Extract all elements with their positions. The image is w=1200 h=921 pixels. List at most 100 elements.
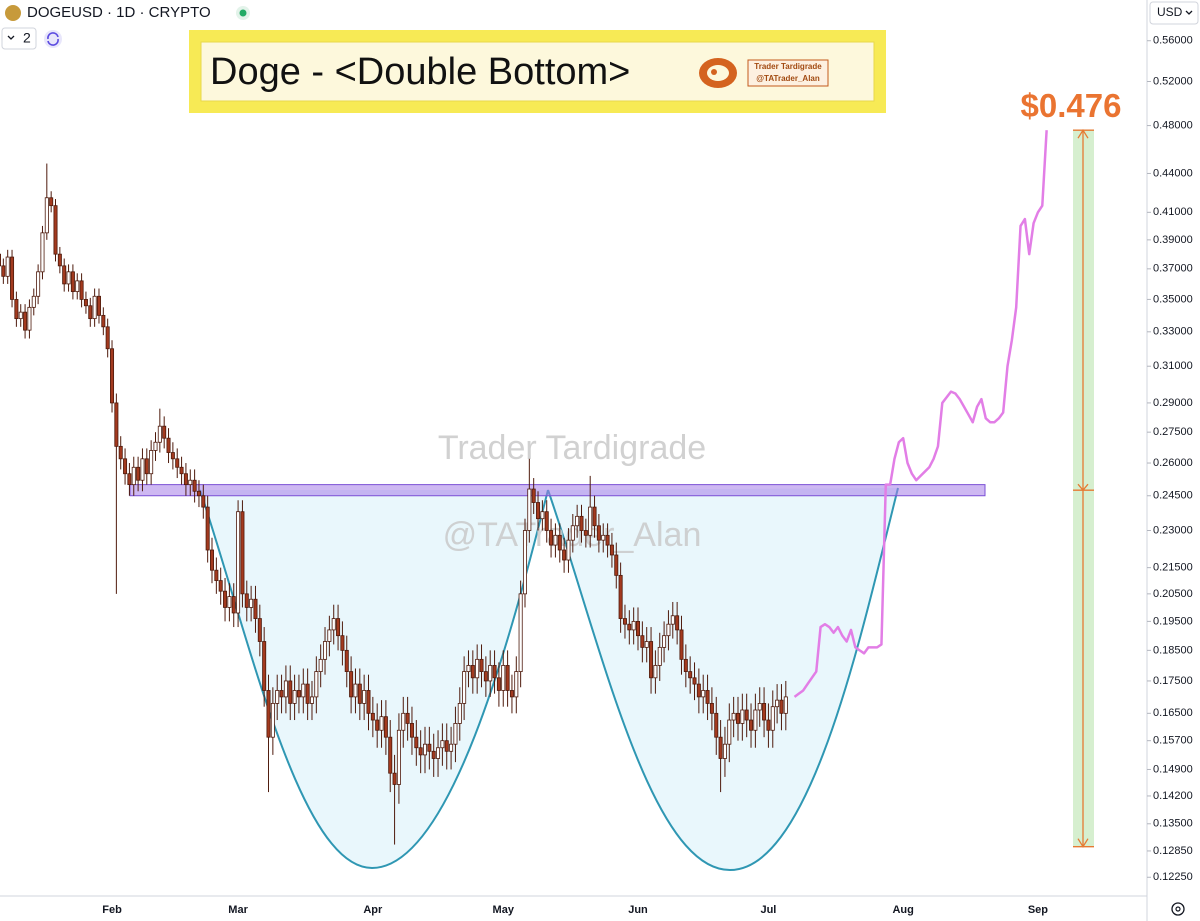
candle-body [688,671,693,679]
candle-body [444,740,449,752]
candle-body [388,736,393,774]
candle-body [501,665,506,691]
candle-body [227,596,232,608]
candle-body [292,690,297,704]
y-tick-label: 0.13500 [1153,818,1193,830]
candle-body [544,511,549,531]
candle-body [92,295,97,320]
candle-body [696,683,701,698]
candle-body [283,680,288,698]
candle-body [566,539,571,561]
candle-body [179,466,184,475]
candle-body [253,598,258,619]
candle-body [579,515,584,531]
candle-body [31,295,36,308]
candle-body [466,665,471,672]
candle-body [379,716,384,731]
y-tick-label: 0.12850 [1153,845,1193,857]
candle-body [649,641,654,679]
cup-curve [199,489,549,870]
x-tick-label: Jun [628,904,648,916]
logo-handle: @TATrader_Alan [756,74,820,83]
candle-body [423,743,428,756]
candle-body [670,615,675,625]
layout-button[interactable] [1,27,37,50]
candle-body [762,703,767,721]
candle-body [640,635,645,648]
y-tick-label: 0.20500 [1153,588,1193,600]
candle-body [214,569,219,581]
y-tick-label: 0.23000 [1153,524,1193,536]
candle-body [75,280,80,293]
candle-body [218,580,223,592]
candle-body [540,511,545,520]
y-tick-label: 0.16500 [1153,707,1193,719]
candle-body [96,295,101,316]
candle-body [353,683,358,698]
candle-body [166,437,171,453]
candle-body [653,665,658,679]
candle-body [475,658,480,679]
candle-body [440,740,445,749]
candle-body [79,280,84,300]
candle-body [583,530,588,536]
y-tick-label: 0.52000 [1153,75,1193,87]
candle-body [83,299,88,307]
candle-body [131,466,136,486]
candle-body [340,635,345,651]
y-tick-label: 0.41000 [1153,206,1193,218]
candle-body [701,690,706,698]
candle-body [149,450,154,475]
candle-body [675,615,680,631]
candle-body [436,747,441,759]
y-tick-label: 0.56000 [1153,35,1193,47]
candle-body [414,736,419,749]
y-tick-label: 0.29000 [1153,397,1193,409]
candle-body [344,649,349,672]
target-arrow [1077,128,1089,139]
logo-mark [707,65,729,81]
candle-body [775,699,780,708]
y-tick-label: 0.39000 [1153,234,1193,246]
candle-body [770,706,775,731]
candle-body [249,598,254,608]
candle-body [88,305,93,320]
x-tick-label: Aug [892,904,913,916]
candle-body [210,549,215,571]
y-tick-label: 0.48000 [1153,119,1193,131]
candle-body [449,743,454,752]
candle-body [401,712,406,731]
candle-body [718,736,723,759]
candle-body [183,473,188,486]
candle-body [779,699,784,714]
y-tick-label: 0.15700 [1153,735,1193,747]
candle-body [118,445,123,460]
candle-body [257,618,262,642]
candle-body [327,629,332,642]
candle-body [627,623,632,631]
y-tick-label: 0.37000 [1153,263,1193,275]
currency-button[interactable] [1149,1,1199,25]
candle-body [505,665,510,691]
candle-body [509,690,514,698]
logo-mark [711,69,717,75]
candle-body [270,703,275,738]
candle-body [666,623,671,637]
candle-body [522,530,527,595]
candle-body [753,709,758,731]
candle-body [66,271,71,285]
symbol-label[interactable]: DOGEUSD · 1D · CRYPTO [27,4,211,21]
candle-body [262,641,267,691]
candle-body [766,719,771,731]
candle-body [5,256,10,277]
candle-body [175,458,180,468]
candle-body [531,488,536,503]
chevron [7,35,15,40]
candle-body [492,665,497,679]
candle-body [409,723,414,738]
x-tick-label: Mar [228,904,248,916]
candle-body [592,506,597,527]
settings-button[interactable] [1171,902,1185,916]
x-tick-label: Feb [102,904,122,916]
